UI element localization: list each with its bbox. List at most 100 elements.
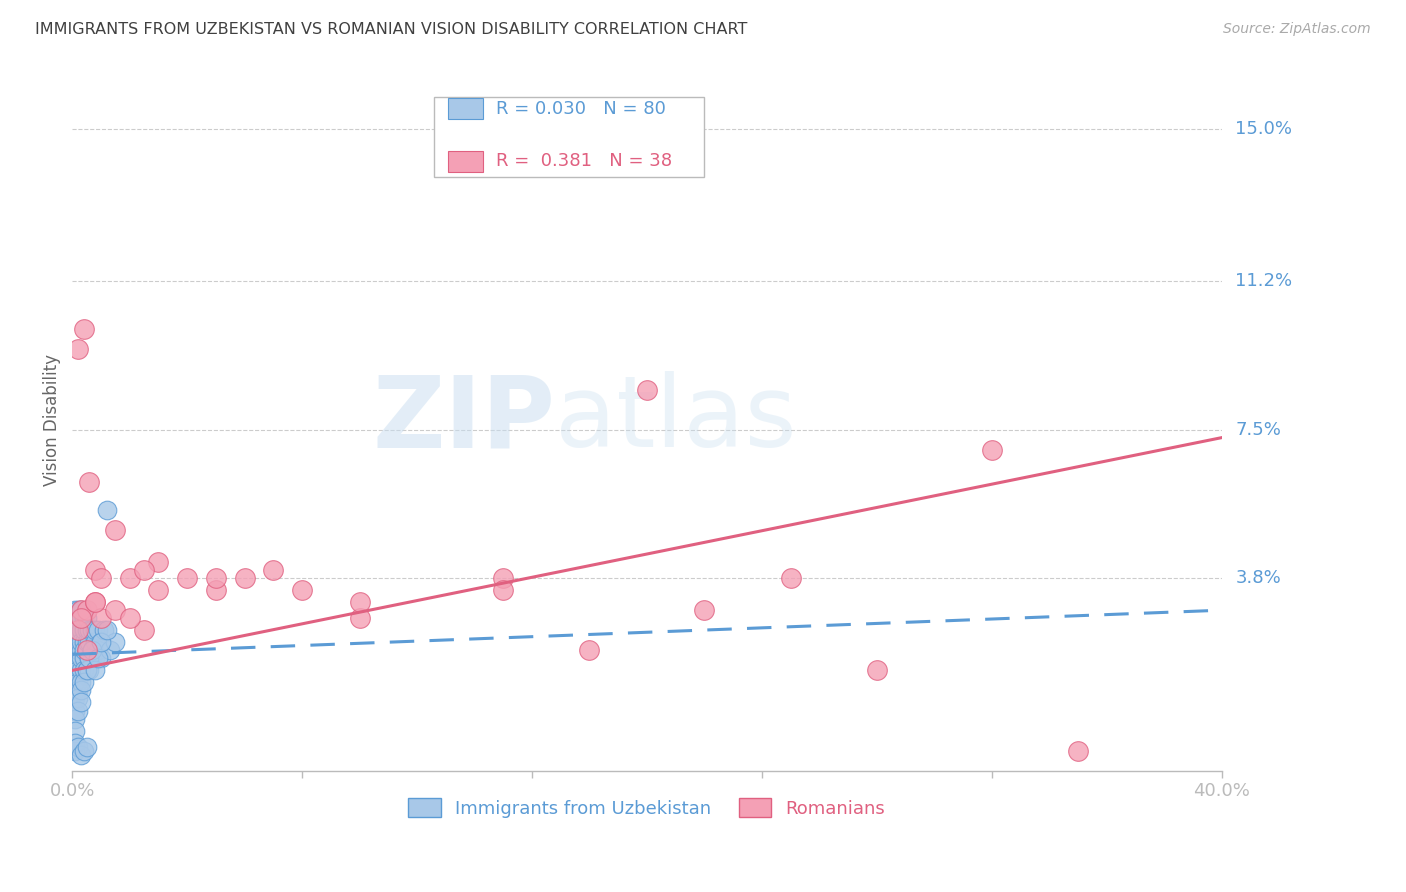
Point xyxy=(118,611,141,625)
Point xyxy=(233,571,256,585)
Point xyxy=(980,442,1002,457)
Text: R = 0.030   N = 80: R = 0.030 N = 80 xyxy=(496,100,666,118)
Point xyxy=(76,603,98,617)
Point xyxy=(693,603,716,617)
Point xyxy=(82,643,104,657)
Point xyxy=(73,664,96,678)
Text: ZIP: ZIP xyxy=(373,371,555,468)
Point xyxy=(70,675,93,690)
Point xyxy=(492,571,515,585)
Point xyxy=(76,739,98,754)
Point xyxy=(73,624,96,638)
Point xyxy=(84,624,107,638)
Point xyxy=(84,563,107,577)
Point xyxy=(73,635,96,649)
Point xyxy=(84,595,107,609)
Text: 15.0%: 15.0% xyxy=(1236,120,1292,137)
Point xyxy=(73,322,96,336)
Point xyxy=(66,635,89,649)
Point xyxy=(205,583,228,598)
Point xyxy=(70,664,93,678)
Text: IMMIGRANTS FROM UZBEKISTAN VS ROMANIAN VISION DISABILITY CORRELATION CHART: IMMIGRANTS FROM UZBEKISTAN VS ROMANIAN V… xyxy=(35,22,748,37)
Text: Source: ZipAtlas.com: Source: ZipAtlas.com xyxy=(1223,22,1371,37)
Point xyxy=(84,664,107,678)
Point xyxy=(66,704,89,718)
Point xyxy=(82,643,104,657)
Point xyxy=(63,635,86,649)
Text: R =  0.381   N = 38: R = 0.381 N = 38 xyxy=(496,153,672,170)
Point xyxy=(63,683,86,698)
Point xyxy=(79,624,101,638)
Point xyxy=(779,571,801,585)
Point xyxy=(79,475,101,489)
Point xyxy=(349,595,371,609)
Point xyxy=(63,643,86,657)
Point xyxy=(63,651,86,665)
Point xyxy=(70,747,93,762)
Legend: Immigrants from Uzbekistan, Romanians: Immigrants from Uzbekistan, Romanians xyxy=(401,791,893,825)
Point xyxy=(70,611,93,625)
Point xyxy=(63,736,86,750)
Point xyxy=(1067,744,1090,758)
Point xyxy=(63,704,86,718)
Point xyxy=(66,691,89,706)
Point xyxy=(66,603,89,617)
Point xyxy=(84,635,107,649)
Point xyxy=(66,624,89,638)
Point xyxy=(79,664,101,678)
Point xyxy=(63,691,86,706)
Point xyxy=(96,624,118,638)
Point xyxy=(205,571,228,585)
Point xyxy=(66,611,89,625)
Point xyxy=(63,744,86,758)
Point xyxy=(90,635,112,649)
Point xyxy=(70,611,93,625)
Point xyxy=(66,651,89,665)
Point xyxy=(82,651,104,665)
Text: atlas: atlas xyxy=(555,371,797,468)
Point xyxy=(70,603,93,617)
Point xyxy=(73,651,96,665)
Point xyxy=(76,664,98,678)
Y-axis label: Vision Disability: Vision Disability xyxy=(44,353,60,485)
Point xyxy=(104,635,127,649)
Point xyxy=(73,643,96,657)
Point xyxy=(87,624,110,638)
Point xyxy=(63,611,86,625)
Point xyxy=(90,651,112,665)
FancyBboxPatch shape xyxy=(434,96,704,178)
Text: 11.2%: 11.2% xyxy=(1236,272,1292,290)
Point xyxy=(90,571,112,585)
Point xyxy=(148,583,170,598)
Point xyxy=(132,624,155,638)
Point xyxy=(76,611,98,625)
Point xyxy=(73,744,96,758)
Point xyxy=(866,664,889,678)
Point xyxy=(70,696,93,710)
Point xyxy=(66,683,89,698)
Point xyxy=(70,683,93,698)
Point xyxy=(76,664,98,678)
Point xyxy=(262,563,284,577)
Point xyxy=(93,624,115,638)
Point xyxy=(104,603,127,617)
Point xyxy=(73,611,96,625)
Point xyxy=(349,611,371,625)
Point xyxy=(63,675,86,690)
Point xyxy=(87,643,110,657)
Point xyxy=(118,571,141,585)
Point xyxy=(90,635,112,649)
Point xyxy=(76,643,98,657)
Point xyxy=(70,643,93,657)
Point xyxy=(87,651,110,665)
Point xyxy=(73,675,96,690)
Point xyxy=(90,611,112,625)
Point xyxy=(63,603,86,617)
Bar xyxy=(449,98,482,119)
Point xyxy=(76,643,98,657)
Point xyxy=(63,624,86,638)
Point xyxy=(82,624,104,638)
Point xyxy=(66,343,89,357)
Text: 3.8%: 3.8% xyxy=(1236,569,1281,587)
Point xyxy=(79,651,101,665)
